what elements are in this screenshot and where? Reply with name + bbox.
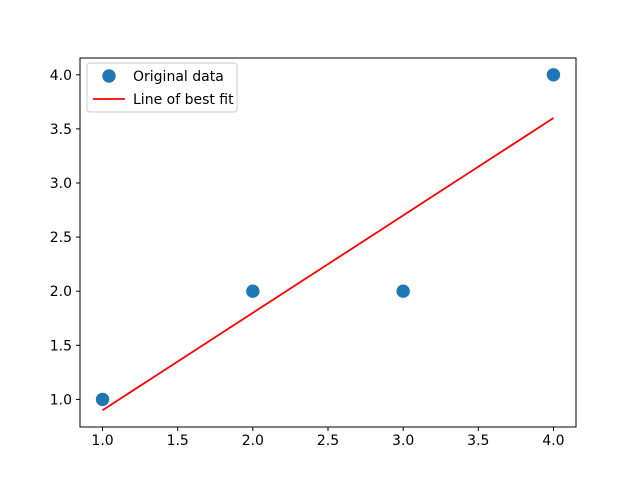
y-tick-label: 2.5 [50, 230, 72, 246]
x-tick-label: 1.0 [91, 433, 113, 449]
scatter-point [546, 68, 561, 82]
y-tick-label: 3.0 [50, 176, 72, 192]
scatter-point [95, 392, 110, 407]
x-tick-label: 2.0 [242, 433, 264, 449]
x-tick-label: 3.5 [467, 433, 489, 449]
x-tick-label: 3.0 [392, 433, 414, 449]
scatter-point [246, 284, 260, 298]
y-tick-label: 3.5 [50, 122, 72, 138]
y-tick-label: 1.5 [50, 338, 72, 354]
best-fit-line [102, 117, 554, 411]
legend-label-original-data: Original data [133, 69, 224, 85]
x-tick-label: 1.5 [167, 433, 189, 449]
y-tick-label: 4.0 [50, 68, 72, 84]
x-tick-label: 2.5 [317, 433, 339, 449]
scatter-point [396, 284, 410, 298]
x-tick-label: 4.0 [542, 433, 564, 449]
legend-label-line-of-best-fit: Line of best fit [133, 92, 234, 108]
plot-border [79, 57, 577, 428]
y-tick-label: 2.0 [50, 284, 72, 300]
legend-marker-original-data-icon [102, 69, 116, 83]
y-tick-label: 1.0 [50, 392, 72, 408]
